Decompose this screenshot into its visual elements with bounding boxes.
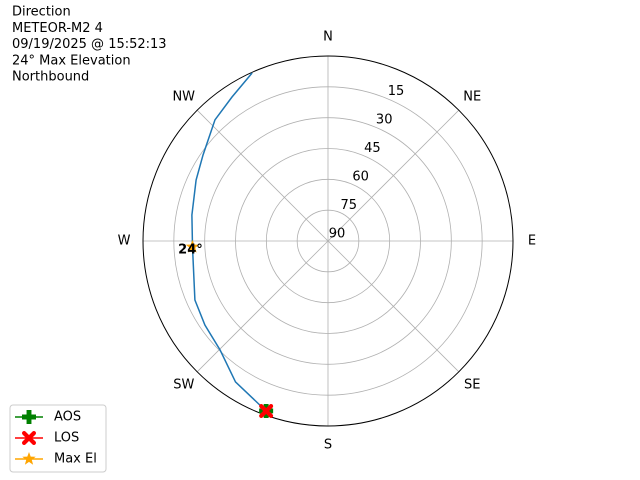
radial-grid-circle: [265, 178, 391, 304]
radial-tick-label: 15: [388, 84, 405, 99]
direction-label: NE: [463, 89, 481, 104]
direction-label: N: [323, 30, 333, 45]
legend-label: AOS: [54, 410, 81, 425]
pass-track: [191, 72, 267, 412]
radial-grid-circle: [204, 117, 452, 365]
radial-tick-label: 60: [352, 170, 369, 185]
legend: AOS LOS Max El: [9, 404, 107, 473]
radial-tick-label: 45: [364, 141, 381, 156]
title-line: Direction: [12, 5, 71, 20]
legend-label: Max El: [54, 452, 97, 467]
direction-label: NW: [172, 89, 195, 104]
title-line: METEOR-M2 4: [12, 21, 103, 36]
title-line: Northbound: [12, 70, 89, 85]
legend-marker: [22, 431, 37, 445]
polar-frame: [142, 55, 514, 427]
title-line: 24° Max Elevation: [12, 53, 131, 68]
marker-1: [259, 403, 274, 418]
legend-marker: [22, 410, 36, 424]
radial-grid-circle: [173, 86, 483, 396]
direction-label: W: [118, 234, 131, 249]
radial-tick-label: 30: [376, 113, 393, 128]
legend-marker: [22, 452, 36, 465]
legend-box: [9, 404, 107, 473]
title-line: 09/19/2025 @ 15:52:13: [12, 37, 167, 52]
radial-grid-circle: [296, 209, 360, 273]
direction-label: SW: [173, 378, 194, 393]
direction-label: S: [324, 438, 332, 453]
legend-label: LOS: [54, 431, 79, 446]
radial-tick-label: 75: [341, 198, 358, 213]
direction-label: E: [528, 234, 536, 249]
radial-tick-label: 90: [329, 227, 346, 242]
marker-2: [185, 239, 200, 253]
direction-label: SE: [464, 378, 480, 393]
radial-grid-circle: [235, 148, 421, 334]
max-el-label: 24°: [178, 242, 203, 257]
